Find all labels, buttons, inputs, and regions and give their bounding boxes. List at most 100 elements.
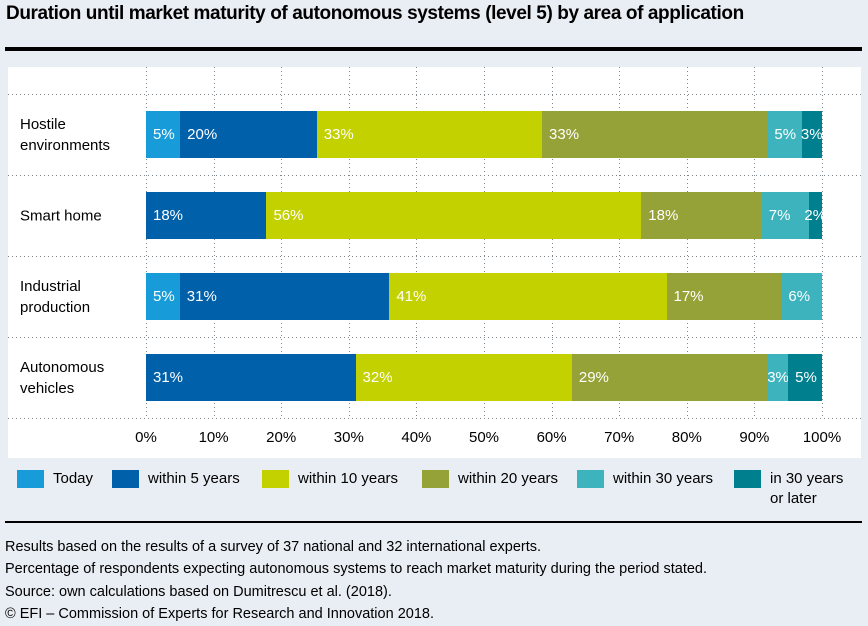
legend-rule	[5, 521, 862, 523]
x-axis-tick-label: 100%	[802, 429, 842, 446]
bar-segment: 5%	[788, 354, 822, 401]
bar-segment: 29%	[571, 354, 768, 401]
stacked-bar: 5% 20% 33% 33% 5% 3%	[146, 111, 823, 158]
legend-item: within 30 years	[577, 469, 713, 489]
gridline-vertical	[822, 67, 823, 418]
x-axis-tick-label: 10%	[198, 429, 229, 446]
stacked-bar: 5% 31% 41% 17% 6%	[146, 273, 822, 320]
bar-segment-value: 29%	[578, 369, 609, 386]
x-axis-tick-label: 20%	[266, 429, 297, 446]
gridline-vertical	[686, 67, 688, 418]
bar-segment-value: 5%	[153, 288, 175, 305]
x-axis-tick-label: 90%	[739, 429, 770, 446]
legend-swatch	[112, 470, 139, 488]
legend-label: within 10 years	[298, 470, 399, 487]
footnote-line: Results based on the results of a survey…	[5, 539, 542, 555]
legend-item: within 10 years	[262, 469, 398, 489]
legend-swatch	[577, 470, 604, 488]
bar-segment-value: 18%	[153, 207, 184, 224]
bar-segment: 41%	[389, 273, 667, 320]
footnotes: Results based on the results of a survey…	[5, 536, 707, 626]
bar-segment-value: 3%	[767, 369, 789, 386]
gridline-vertical	[484, 67, 485, 418]
chart-panel: Hostile environments 5% 20% 33% 33% 5% 3% Smart …	[8, 67, 861, 458]
stacked-bar: 18% 56% 18% 7% 2%	[146, 192, 826, 239]
bar-segment-value: 17%	[673, 288, 704, 305]
bar-segment: 31%	[146, 354, 356, 401]
bar-segment: 5%	[767, 111, 802, 158]
category-label: Smart home	[20, 205, 144, 226]
x-axis-tick-label: 70%	[604, 429, 635, 446]
legend-item: within 5 years	[112, 469, 240, 489]
legend-swatch	[734, 470, 761, 488]
x-axis-tick-label: 80%	[671, 429, 702, 446]
category-label-line: Industrial	[20, 277, 81, 295]
footnote-line: Source: own calculations based on Dumitr…	[5, 583, 392, 600]
legend-item: Today	[17, 469, 93, 489]
gridline-horizontal	[8, 94, 861, 95]
footnote-line: © EFI – Commission of Experts for Resear…	[5, 606, 434, 623]
bar-segment-value: 56%	[273, 207, 304, 224]
bar-segment-value: 31%	[186, 288, 217, 305]
bar-segment: 20%	[180, 111, 317, 158]
bar-segment-value: 6%	[788, 288, 811, 305]
category-label: Industrial production	[20, 276, 144, 318]
bar-segment-value: 33%	[549, 126, 580, 143]
category-label-line: Autonomous	[20, 358, 105, 376]
legend-label: Today	[53, 470, 94, 487]
x-axis-tick-label: 50%	[468, 429, 500, 446]
bar-segment: 18%	[641, 192, 762, 239]
bar-segment-value: 20%	[187, 126, 218, 143]
gridline-horizontal	[8, 175, 861, 176]
bar-segment: 7%	[761, 192, 809, 239]
bar-segment: 6%	[781, 273, 822, 320]
category-label-line: environments	[20, 136, 111, 154]
bar-segment: 5%	[146, 111, 181, 158]
legend-swatch	[17, 470, 44, 488]
bar-segment: 31%	[179, 273, 390, 320]
gridline-vertical	[754, 67, 756, 418]
legend-label: in 30 years or later	[770, 470, 844, 507]
bar-segment-value: 7%	[768, 207, 791, 224]
gridline-vertical	[213, 67, 215, 418]
bar-segment-value: 5%	[153, 126, 175, 143]
bar-segment-value: 2%	[804, 207, 827, 224]
title-rule	[5, 47, 862, 51]
bar-segment: 33%	[316, 111, 543, 158]
x-axis-tick-label: 30%	[333, 429, 364, 446]
legend-label: within 30 years	[613, 470, 714, 487]
bar-segment-value: 31%	[153, 369, 184, 386]
bar-segment-value: 32%	[362, 369, 393, 386]
legend-swatch	[422, 470, 449, 488]
legend-swatch	[262, 470, 289, 488]
legend-item: within 20 years	[422, 469, 558, 489]
legend-label: within 20 years	[458, 470, 559, 487]
legend: Today within 5 years within 10 years within…	[0, 469, 868, 521]
bar-segment: 17%	[666, 273, 782, 320]
category-label-line: Smart home	[20, 207, 102, 224]
bar-segment: 3%	[767, 354, 789, 401]
bar-segment: 56%	[266, 192, 642, 239]
gridline-vertical	[146, 67, 147, 418]
category-label-line: production	[20, 298, 91, 316]
x-axis-tick-label: 60%	[536, 429, 567, 446]
chart-title: Duration until market maturity of autono…	[6, 3, 744, 24]
stacked-bar: 31% 32% 29% 3% 5%	[146, 354, 822, 401]
bar-segment: 32%	[355, 354, 572, 401]
gridline-horizontal	[8, 256, 861, 257]
gridline-horizontal	[8, 418, 861, 419]
category-label-line: Hostile	[20, 115, 66, 133]
footnote-line: Percentage of respondents expecting auto…	[5, 561, 708, 578]
bar-segment: 18%	[146, 192, 267, 239]
x-axis-tick-label: 40%	[401, 429, 432, 446]
category-label-line: vehicles	[20, 379, 75, 397]
x-axis-tick-label: 0%	[135, 429, 157, 446]
gridline-horizontal	[8, 337, 861, 338]
bar-segment: 2%	[804, 192, 826, 239]
bar-segment-value: 41%	[396, 288, 427, 305]
category-label: Autonomous vehicles	[20, 357, 144, 399]
category-label: Hostile environments	[20, 114, 144, 156]
bar-segment-value: 5%	[795, 369, 817, 386]
gridline-vertical	[619, 67, 621, 418]
gridline-vertical	[551, 67, 553, 418]
